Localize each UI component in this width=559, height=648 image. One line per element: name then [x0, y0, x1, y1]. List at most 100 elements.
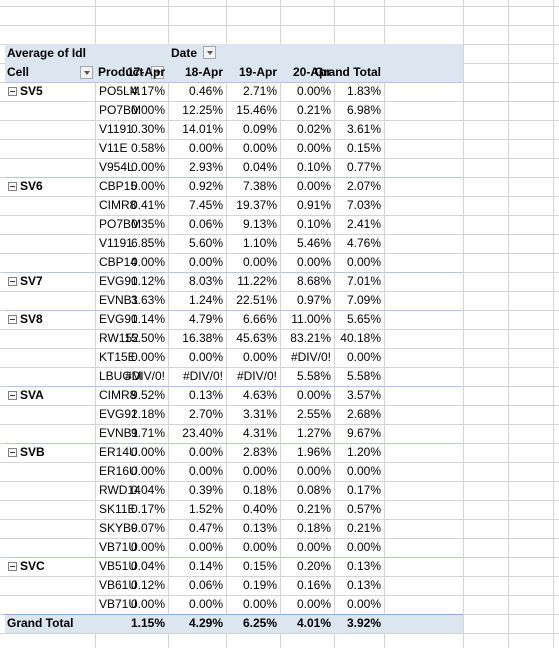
value-cell: 0.00% [296, 179, 331, 193]
grid-line [384, 0, 385, 648]
value-cell: 16.38% [182, 331, 223, 345]
grand-total-value: 6.25% [242, 616, 277, 630]
filter-button[interactable] [203, 46, 216, 59]
value-cell: 0.09% [242, 122, 277, 136]
value-cell: 0.00% [346, 255, 381, 269]
grid-line [0, 538, 559, 539]
collapse-toggle[interactable] [8, 87, 17, 96]
value-cell: 4.79% [188, 312, 223, 326]
grid-line [0, 196, 559, 197]
grand-total-label: Grand Total [7, 616, 74, 630]
value-cell: 6.66% [242, 312, 277, 326]
grid-line [0, 329, 559, 330]
value-cell: 22.51% [236, 293, 277, 307]
grid-line [334, 0, 335, 648]
value-cell: 0.00% [296, 464, 331, 478]
grid-line [0, 481, 559, 482]
value-cell: 0.00% [130, 160, 165, 174]
product-label: KT15E [99, 350, 136, 364]
collapse-toggle[interactable] [8, 182, 17, 191]
value-cell: 2.83% [242, 445, 277, 459]
value-cell: 0.21% [346, 521, 381, 535]
value-cell: 0.57% [346, 502, 381, 516]
grand-total-value: 3.92% [346, 616, 381, 630]
value-cell: 0.13% [346, 578, 381, 592]
value-cell: 0.00% [346, 540, 381, 554]
grid-line [0, 633, 559, 634]
collapse-toggle[interactable] [8, 315, 17, 324]
value-cell: 45.63% [236, 331, 277, 345]
grid-line [95, 0, 96, 648]
grid-line [0, 158, 559, 159]
value-cell: 0.00% [296, 84, 331, 98]
value-cell: 0.10% [296, 160, 331, 174]
value-label: Average of Idl [7, 46, 86, 60]
row-label: Cell [7, 65, 30, 79]
filter-button[interactable] [151, 66, 164, 79]
column-header: 20-Apr [292, 65, 331, 79]
product-label: EVNB1 [99, 426, 139, 440]
value-cell: 0.00% [296, 141, 331, 155]
collapse-toggle[interactable] [8, 448, 17, 457]
value-cell: 19.37% [236, 198, 277, 212]
value-cell: 5.65% [346, 312, 381, 326]
grid-line [0, 234, 559, 235]
grid-line [0, 25, 559, 26]
grid-line [508, 0, 509, 648]
value-cell: 0.04% [130, 559, 165, 573]
grid-line [0, 405, 559, 406]
value-cell: 0.40% [242, 502, 277, 516]
value-cell: 0.00% [130, 255, 165, 269]
grid-line [0, 462, 559, 463]
value-cell: 0.13% [242, 521, 277, 535]
group-separator [5, 177, 463, 178]
product-label: VB61U [99, 578, 138, 592]
value-cell: 0.00% [188, 464, 223, 478]
value-cell: 0.46% [188, 84, 223, 98]
value-cell: 0.18% [242, 483, 277, 497]
value-cell: 9.52% [130, 388, 165, 402]
value-cell: 0.04% [130, 483, 165, 497]
value-cell: 0.00% [130, 103, 165, 117]
value-cell: 0.77% [346, 160, 381, 174]
value-cell: 2.07% [346, 179, 381, 193]
product-label: EVNB1 [99, 293, 139, 307]
grid-line [0, 595, 559, 596]
group-separator [5, 386, 463, 387]
product-label: ER16U [99, 464, 138, 478]
value-cell: 0.92% [188, 179, 223, 193]
value-cell: 2.18% [130, 407, 165, 421]
value-cell: 3.57% [346, 388, 381, 402]
value-cell: 0.12% [130, 274, 165, 288]
value-cell: 83.21% [290, 331, 331, 345]
filter-button[interactable] [80, 66, 93, 79]
product-label: SK11E [99, 502, 136, 516]
value-cell: 1.96% [296, 445, 331, 459]
value-cell: 4.31% [242, 426, 277, 440]
value-cell: 0.15% [242, 559, 277, 573]
grand-total-value: 4.01% [296, 616, 331, 630]
collapse-toggle[interactable] [8, 277, 17, 286]
grid-line [0, 291, 559, 292]
product-label: V11E [99, 141, 128, 155]
value-cell: #DIV/0! [124, 369, 165, 383]
value-cell: 0.00% [188, 597, 223, 611]
value-cell: 0.00% [242, 464, 277, 478]
value-cell: 0.00% [188, 255, 223, 269]
value-cell: 5.46% [296, 236, 331, 250]
product-label: VB51U [99, 559, 138, 573]
value-cell: 0.97% [296, 293, 331, 307]
value-cell: 9.71% [130, 426, 165, 440]
column-label: Date [171, 46, 198, 60]
cell-label: SV5 [20, 84, 43, 98]
collapse-toggle[interactable] [8, 391, 17, 400]
grid-line [0, 120, 559, 121]
value-cell: 0.13% [188, 388, 223, 402]
product-label: EVG91 [99, 312, 138, 326]
cell-label: SV8 [20, 312, 43, 326]
value-cell: 0.00% [296, 388, 331, 402]
collapse-toggle[interactable] [8, 562, 17, 571]
value-cell: 0.91% [296, 198, 331, 212]
product-label: CBP15 [99, 179, 138, 193]
